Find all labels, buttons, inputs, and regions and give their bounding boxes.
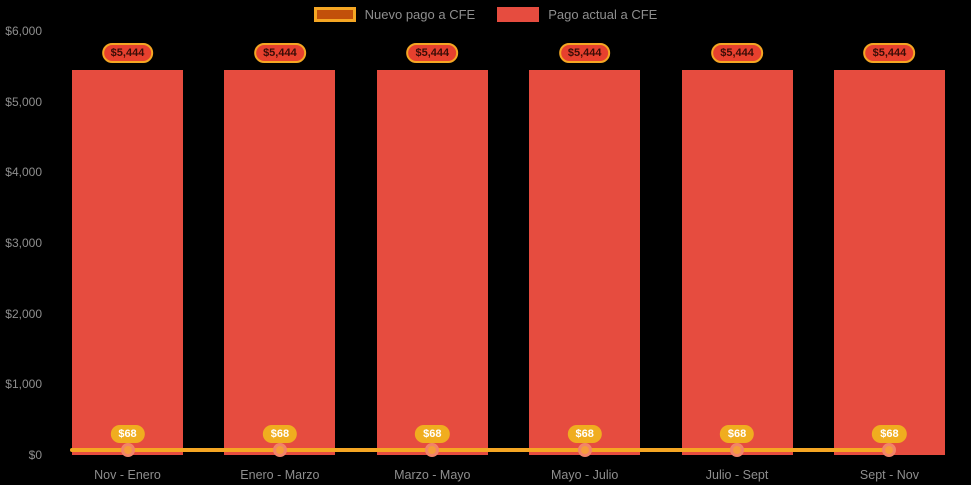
- y-axis-tick-label: $0: [28, 448, 42, 462]
- y-axis-tick-label: $3,000: [5, 236, 42, 250]
- bar-value-badge: $5,444: [101, 43, 154, 64]
- bars-row: $5,444 $68 $5,444 $68 $5,444 $68 $5,444 …: [62, 31, 955, 458]
- bar-value-badge: $5,444: [406, 43, 459, 64]
- bar-value-badge: $5,444: [863, 43, 916, 64]
- line-point-marker[interactable]: [730, 443, 745, 458]
- bar-group: $5,444 $68: [529, 31, 641, 458]
- bar-group: $5,444 $68: [224, 31, 336, 458]
- y-axis-tick-label: $6,000: [5, 24, 42, 38]
- line-point-marker[interactable]: [120, 443, 135, 458]
- bar-pago-actual[interactable]: [529, 70, 641, 455]
- bar-pago-actual[interactable]: [72, 70, 183, 455]
- y-axis-tick-label: $5,000: [5, 94, 42, 109]
- line-value-badge: $68: [567, 425, 602, 444]
- plot-area: $5,444 $68 $5,444 $68 $5,444 $68 $5,444 …: [62, 31, 955, 458]
- legend-item-pago-actual[interactable]: Pago actual a CFE: [497, 7, 657, 22]
- line-value-badge: $68: [872, 425, 907, 444]
- bar-group: $5,444 $68: [72, 31, 183, 458]
- y-axis-tick-label: $2,000: [5, 306, 42, 321]
- line-series-nuevo-pago: [70, 448, 890, 453]
- bar-group: $5,444 $68: [681, 31, 793, 458]
- bar-group: $5,444 $68: [833, 31, 945, 458]
- bar-pago-actual[interactable]: [224, 70, 336, 455]
- line-value-badge: $68: [110, 425, 145, 444]
- x-axis-category-label: Mayo - Julio: [550, 468, 619, 482]
- legend: Nuevo pago a CFE Pago actual a CFE: [0, 7, 971, 22]
- legend-label-pago-actual: Pago actual a CFE: [548, 7, 658, 22]
- bar-pago-actual[interactable]: [681, 70, 793, 455]
- bar-group: $5,444 $68: [376, 31, 488, 458]
- y-axis-tick-label: $4,000: [5, 165, 42, 180]
- x-axis: Nov - Enero Enero - Marzo Marzo - Mayo Mayo…: [62, 468, 955, 482]
- line-point-marker[interactable]: [272, 443, 287, 458]
- bar-value-badge: $5,444: [254, 43, 306, 64]
- x-axis-category-label: Enero - Marzo: [240, 468, 320, 482]
- line-value-badge: $68: [415, 425, 450, 444]
- bar-pago-actual[interactable]: [833, 70, 945, 455]
- bar-value-badge: $5,444: [558, 43, 611, 64]
- x-axis-category-label: Marzo - Mayo: [394, 468, 471, 482]
- y-axis-tick-label: $1,000: [5, 377, 42, 392]
- legend-label-nuevo-pago: Nuevo pago a CFE: [364, 7, 476, 22]
- x-axis-category-label: Nov - Enero: [94, 468, 161, 482]
- legend-swatch-pago-actual-icon: [497, 7, 540, 22]
- legend-swatch-nuevo-pago-icon: [313, 7, 356, 22]
- y-axis: $0 $1,000 $2,000 $3,000 $4,000 $5,000 $6,000: [0, 24, 52, 462]
- x-axis-category-label: Julio - Sept: [705, 468, 769, 482]
- line-value-badge: $68: [719, 425, 755, 444]
- line-point-marker[interactable]: [577, 443, 592, 458]
- legend-item-nuevo-pago[interactable]: Nuevo pago a CFE: [313, 7, 476, 22]
- line-point-marker[interactable]: [882, 443, 897, 458]
- line-value-badge: $68: [262, 425, 298, 444]
- line-point-marker[interactable]: [425, 443, 440, 458]
- bar-pago-actual[interactable]: [376, 70, 488, 455]
- x-axis-category-label: Sept - Nov: [859, 468, 919, 482]
- bar-value-badge: $5,444: [711, 43, 763, 64]
